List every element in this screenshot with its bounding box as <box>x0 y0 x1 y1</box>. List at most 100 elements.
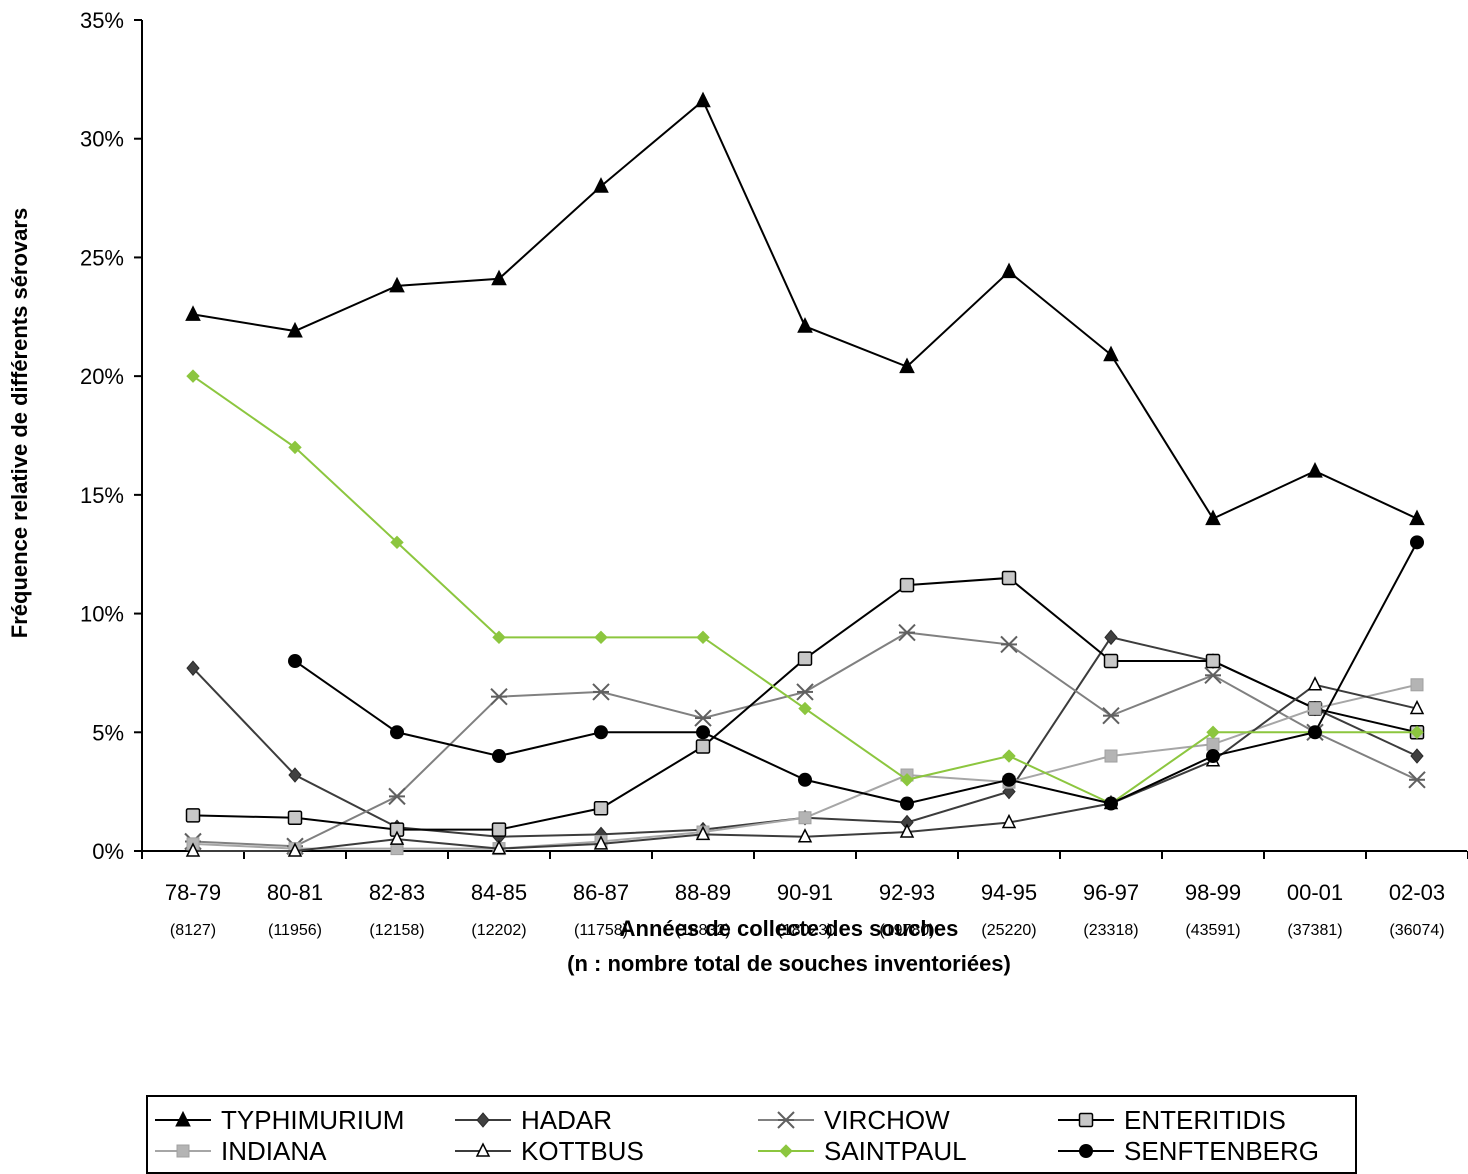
x-count-label: (12202) <box>471 922 526 939</box>
legend-marker <box>1078 1112 1094 1128</box>
data-point <box>899 823 915 838</box>
data-point <box>696 725 710 740</box>
legend-marker <box>175 1110 191 1127</box>
legend-label: SENFTENBERG <box>1124 1136 1319 1166</box>
data-point <box>593 801 609 816</box>
x-tick-label: 82-83 <box>369 880 425 905</box>
y-tick-label: 10% <box>80 602 124 627</box>
data-point <box>695 825 711 841</box>
data-point <box>1408 771 1426 789</box>
data-point <box>492 630 506 645</box>
x-tick-label: 90-91 <box>777 880 833 905</box>
legend-item: TYPHIMURIUM <box>155 1105 404 1135</box>
legend: TYPHIMURIUM HADAR VIRCHOW ENTERITIDIS INDIAN… <box>146 1095 1357 1174</box>
x-tick-label: 84-85 <box>471 880 527 905</box>
data-point <box>287 321 303 338</box>
legend-box <box>146 1095 1357 1174</box>
data-point <box>1307 461 1323 478</box>
data-point <box>186 369 200 383</box>
data-point <box>694 709 712 727</box>
legend-marker <box>1079 1144 1093 1158</box>
x-count-label: (36074) <box>1389 922 1444 939</box>
data-point <box>1307 676 1323 691</box>
data-point <box>1001 262 1017 279</box>
x-tick-label: 86-87 <box>573 880 629 905</box>
series-line <box>192 375 1417 805</box>
legend-marker <box>476 1112 490 1128</box>
data-point <box>1410 535 1424 550</box>
data-point <box>898 623 916 642</box>
data-point <box>695 91 711 108</box>
data-point <box>899 577 915 593</box>
legend-item: SAINTPAUL <box>758 1136 967 1166</box>
data-point <box>491 269 507 286</box>
data-point <box>594 630 608 645</box>
x-count-label: (37381) <box>1287 922 1342 939</box>
data-point <box>390 535 404 550</box>
data-point <box>491 839 507 855</box>
data-point <box>696 630 710 645</box>
x-count-label: (19780) <box>879 922 934 939</box>
data-point <box>899 357 915 374</box>
legend-item: SENFTENBERG <box>1058 1136 1319 1166</box>
legend-label: TYPHIMURIUM <box>221 1105 404 1135</box>
data-point <box>1103 345 1119 362</box>
series-typhimurium <box>185 91 1425 526</box>
legend-label: SAINTPAUL <box>824 1136 967 1166</box>
data-point <box>390 725 404 740</box>
data-point <box>798 701 812 716</box>
data-point <box>593 835 609 850</box>
data-point <box>796 683 814 701</box>
legend-item: INDIANA <box>155 1136 327 1166</box>
y-tick-label: 30% <box>80 127 124 152</box>
y-tick-label: 35% <box>80 8 124 33</box>
data-point <box>1001 570 1017 586</box>
data-point <box>593 177 609 193</box>
legend-marker <box>475 1142 491 1157</box>
data-point <box>1308 702 1322 716</box>
data-point <box>1103 653 1119 669</box>
y-tick-label: 15% <box>80 483 124 508</box>
data-point <box>186 660 200 676</box>
data-point <box>1409 509 1425 526</box>
y-tick-label: 20% <box>80 364 124 389</box>
data-point <box>1206 725 1220 739</box>
data-point <box>1410 748 1424 764</box>
legend-item: HADAR <box>455 1105 612 1135</box>
x-axis-title: Années de collecte des souches <box>620 916 959 941</box>
data-point <box>1204 666 1222 685</box>
x-count-label: (18832) <box>675 922 730 939</box>
data-point <box>1002 749 1016 763</box>
data-point <box>389 830 405 845</box>
x-tick-label: 78-79 <box>165 880 221 905</box>
x-count-label: (12158) <box>369 922 424 939</box>
data-point <box>1205 509 1221 526</box>
data-point <box>288 767 302 783</box>
data-point <box>695 739 711 754</box>
data-point <box>1206 749 1220 764</box>
data-point <box>592 683 610 701</box>
data-point <box>185 305 201 321</box>
series-line <box>192 99 1418 520</box>
data-point <box>288 654 302 669</box>
data-point <box>900 796 914 811</box>
data-point <box>490 687 508 706</box>
data-point <box>1206 737 1220 751</box>
data-point <box>797 828 813 843</box>
x-tick-label: 96-97 <box>1083 880 1139 905</box>
legend-item: KOTTBUS <box>455 1136 644 1166</box>
data-point <box>1308 725 1322 740</box>
series-senftenberg <box>288 535 1424 811</box>
legend-marker <box>779 1144 793 1158</box>
legend-label: ENTERITIDIS <box>1124 1105 1286 1135</box>
data-point <box>287 810 303 826</box>
x-count-label: (8127) <box>170 922 216 939</box>
y-tick-label: 0% <box>92 839 124 864</box>
data-point <box>900 773 914 787</box>
legend-label: INDIANA <box>221 1136 327 1166</box>
x-tick-label: 80-81 <box>267 880 323 905</box>
data-point <box>797 317 813 333</box>
data-point <box>1410 678 1424 692</box>
x-tick-label: 00-01 <box>1287 880 1343 905</box>
